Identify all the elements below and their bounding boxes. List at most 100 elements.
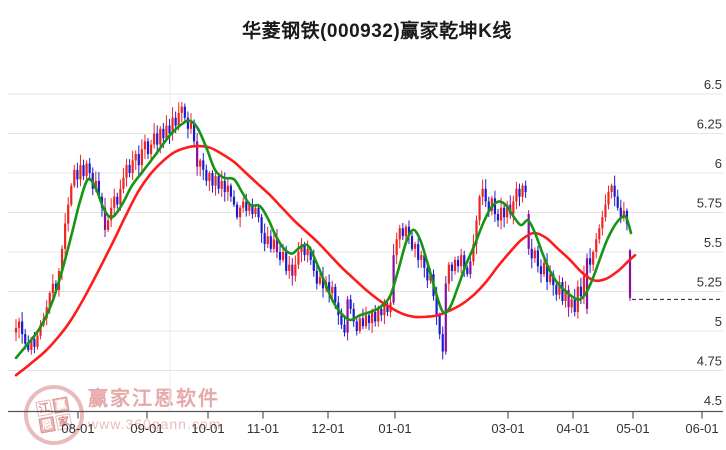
candle-body bbox=[607, 191, 610, 205]
candle-body bbox=[248, 204, 251, 211]
candle-body bbox=[328, 282, 331, 294]
candle-body bbox=[552, 274, 555, 286]
candle-body bbox=[266, 236, 269, 245]
candle-body bbox=[119, 188, 122, 205]
candle-body bbox=[134, 154, 137, 161]
candle-body bbox=[588, 258, 592, 265]
candle-body bbox=[490, 198, 493, 211]
candle-body bbox=[503, 207, 506, 218]
candle-body bbox=[417, 244, 420, 260]
candle-body bbox=[463, 255, 466, 268]
price-axis-labels: 6.5 6.25 6 5.75 5.5 5.25 5 4.75 4.5 bbox=[697, 77, 722, 408]
candle-body bbox=[349, 299, 352, 309]
candle-body bbox=[364, 315, 368, 327]
candle-body bbox=[186, 117, 190, 129]
candle-body bbox=[386, 305, 389, 313]
ma-slow-line bbox=[14, 144, 637, 377]
candle-body bbox=[435, 296, 438, 316]
candle-body bbox=[367, 315, 371, 324]
candle-body bbox=[377, 308, 380, 322]
candle-body bbox=[380, 308, 383, 316]
candle-body bbox=[202, 160, 205, 170]
candle-body bbox=[628, 250, 632, 298]
candle-body bbox=[392, 255, 395, 303]
candle-body bbox=[140, 149, 143, 166]
candle-body bbox=[321, 277, 325, 289]
candle-body bbox=[340, 315, 343, 325]
candle-body bbox=[257, 207, 260, 218]
candle-body bbox=[506, 204, 509, 218]
candle-body bbox=[414, 244, 417, 249]
candle-body bbox=[183, 106, 186, 118]
candle-body bbox=[60, 248, 64, 271]
candle-body bbox=[450, 264, 454, 271]
candle-body bbox=[346, 299, 349, 333]
candle-body bbox=[374, 312, 377, 322]
candle-body bbox=[107, 220, 110, 230]
candle-body bbox=[192, 122, 196, 142]
candle-body bbox=[27, 343, 30, 350]
candle-body bbox=[131, 160, 134, 173]
candle-body bbox=[447, 264, 450, 284]
candle-body bbox=[14, 327, 18, 333]
date-tick-label: 03-01 bbox=[491, 421, 524, 436]
candle-body bbox=[334, 286, 337, 303]
candle-body bbox=[466, 267, 469, 275]
candle-body bbox=[76, 169, 79, 180]
candle-body bbox=[54, 283, 58, 290]
candle-body bbox=[199, 160, 202, 167]
candle-body bbox=[352, 308, 355, 322]
candle-body bbox=[51, 283, 54, 294]
price-tick-label: 4.75 bbox=[697, 354, 722, 369]
candle-body bbox=[165, 125, 168, 139]
candle-body bbox=[410, 236, 414, 249]
candle-body bbox=[288, 264, 291, 271]
candle-body bbox=[291, 264, 294, 276]
candle-body bbox=[604, 204, 607, 218]
candle-body bbox=[395, 239, 398, 256]
date-tick-label: 01-01 bbox=[378, 421, 411, 436]
candle-body bbox=[383, 305, 386, 316]
candle-body bbox=[217, 176, 220, 189]
candle-body bbox=[493, 198, 497, 215]
candle-body bbox=[478, 196, 481, 221]
candle-body bbox=[189, 122, 193, 129]
candle-body bbox=[116, 196, 119, 205]
chart-title: 华菱钢铁(000932)赢家乾坤K线 bbox=[242, 21, 512, 42]
candle-body bbox=[567, 289, 570, 308]
candle-body bbox=[229, 185, 232, 197]
candle-body bbox=[94, 180, 97, 189]
candle-body bbox=[518, 188, 521, 197]
candle-body bbox=[30, 338, 33, 350]
candle-body bbox=[208, 173, 211, 181]
candle-body bbox=[220, 180, 223, 189]
candle-body bbox=[156, 133, 159, 145]
candle-body bbox=[515, 188, 518, 202]
candle-body bbox=[355, 321, 358, 331]
candle-body bbox=[358, 318, 361, 331]
candle-body bbox=[555, 285, 558, 295]
candle-body bbox=[103, 207, 107, 230]
candle-body bbox=[601, 217, 604, 229]
candle-body bbox=[561, 282, 564, 301]
grid-layer bbox=[8, 64, 723, 412]
watermark-brand-text: 赢家江恩软件 bbox=[88, 388, 220, 410]
candle-body bbox=[592, 252, 595, 265]
candle-body bbox=[512, 201, 515, 215]
candle-body bbox=[570, 299, 573, 308]
candle-body bbox=[496, 214, 500, 221]
candle-body bbox=[524, 185, 527, 192]
candle-body bbox=[269, 236, 272, 249]
candle-body bbox=[171, 117, 174, 134]
candle-body bbox=[205, 169, 208, 181]
candle-body bbox=[67, 204, 70, 224]
candle-body bbox=[39, 324, 42, 336]
candle-body bbox=[239, 207, 242, 218]
candle-body bbox=[438, 315, 441, 335]
candle-body bbox=[153, 133, 156, 145]
candle-body bbox=[318, 277, 322, 284]
price-tick-label: 5.75 bbox=[697, 196, 722, 211]
candle-body bbox=[549, 274, 552, 283]
price-tick-label: 5.25 bbox=[697, 275, 722, 290]
